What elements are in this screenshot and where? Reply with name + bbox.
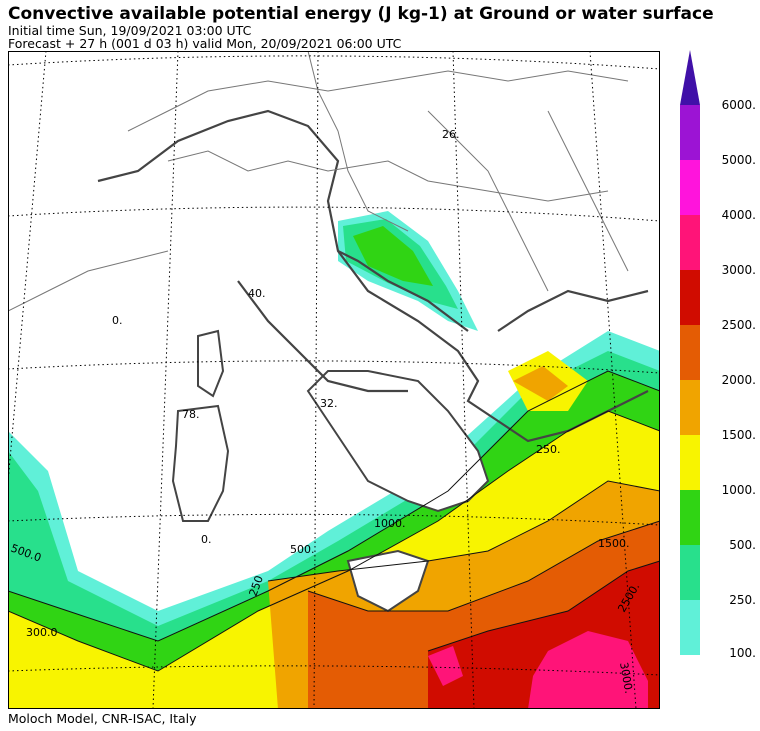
map-frame: [8, 51, 660, 709]
cape-fill-3000: [428, 631, 648, 709]
legend-label-1: 250.: [729, 593, 756, 607]
legend-label-8: 4000.: [722, 208, 756, 222]
cape-contours: [8, 370, 660, 672]
map-label-3000: 3000.: [617, 661, 635, 694]
sicily-landmask: [346, 549, 430, 613]
forecast-validity: Forecast + 27 h (001 d 03 h) valid Mon, …: [8, 36, 402, 51]
graticule: [8, 51, 660, 709]
coastlines: [97, 109, 649, 443]
map-label-78: 78.: [182, 408, 200, 421]
legend-swatch-5: [680, 325, 700, 380]
legend-swatch-7: [680, 215, 700, 270]
map-label-26: 26.: [442, 128, 460, 141]
legend-label-3: 1000.: [722, 483, 756, 497]
map-label-32: 32.: [320, 397, 338, 410]
legend-label-10: 6000.: [722, 98, 756, 112]
legend-swatch-top-arrow: [680, 50, 700, 105]
borders: [8, 51, 629, 312]
map-label-500: 500.: [290, 543, 315, 556]
legend-swatch-8: [680, 160, 700, 215]
legend-label-0: 100.: [729, 646, 756, 660]
legend-swatch-6: [680, 270, 700, 325]
land-mask: [171, 329, 490, 613]
map-label-250: 250.: [536, 443, 561, 456]
map-label-0b: 0.: [201, 533, 212, 546]
legend-swatch-4: [680, 380, 700, 435]
legend-label-9: 5000.: [722, 153, 756, 167]
sardinia-landmask: [171, 404, 230, 522]
map-label-40: 40.: [248, 287, 266, 300]
italy-south-landmask: [306, 370, 490, 513]
legend-swatch-3: [680, 435, 700, 490]
legend-label-6: 2500.: [722, 318, 756, 332]
cape-map: 26. 40. 0. 78. 32. 0. 1000. 500. 1500. 2…: [8, 51, 660, 709]
map-label-1000: 1000.: [374, 517, 406, 530]
legend-swatch-2: [680, 490, 700, 545]
legend-swatch-9: [680, 105, 700, 160]
corsica-landmask: [197, 329, 225, 398]
legend-label-4: 1500.: [722, 428, 756, 442]
map-label-1500: 1500.: [598, 537, 630, 550]
colorbar-legend: 100. 250. 500. 1000. 1500. 2000. 2500. 3000. 400…: [680, 50, 756, 660]
initial-time: Initial time Sun, 19/09/2021 03:00 UTC: [8, 23, 252, 38]
legend-label-5: 2000.: [722, 373, 756, 387]
model-credit: Moloch Model, CNR-ISAC, Italy: [8, 711, 197, 726]
map-title: Convective available potential energy (J…: [8, 4, 714, 24]
legend-label-7: 3000.: [722, 263, 756, 277]
legend-label-2: 500.: [729, 538, 756, 552]
map-label-300: 300.0: [26, 626, 58, 639]
legend-swatch-0: [680, 600, 700, 655]
legend-swatch-1: [680, 545, 700, 600]
map-label-0a: 0.: [112, 314, 123, 327]
